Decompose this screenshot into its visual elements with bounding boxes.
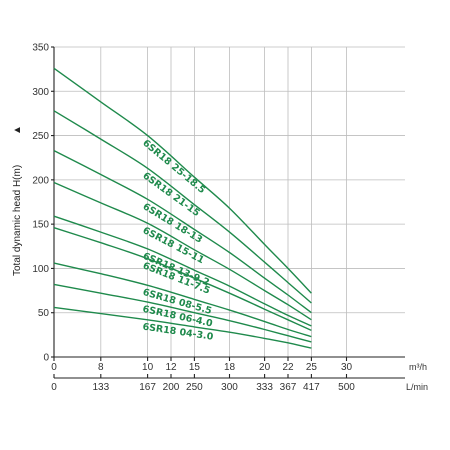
x-tick-label-lmin: 300: [221, 382, 238, 393]
x-tick-label-lmin: 417: [303, 382, 320, 393]
axis-layer: [51, 46, 405, 379]
y-tick-label: 50: [38, 308, 50, 319]
y-tick-label: 300: [32, 87, 49, 98]
grid-layer: [53, 46, 405, 358]
performance-curve: [53, 283, 312, 343]
x-tick-label-lmin: 0: [51, 382, 57, 393]
x-tick-label-m3h: 20: [259, 362, 271, 373]
y-tick-label: 250: [32, 131, 49, 142]
x-tick-label-m3h: 8: [98, 362, 104, 373]
x-tick-label-lmin: 200: [163, 382, 180, 393]
x-tick-label-m3h: 12: [165, 362, 177, 373]
x-tick-label-lmin: 367: [280, 382, 297, 393]
x-tick-label-m3h: 0: [51, 362, 57, 373]
performance-curve: [53, 110, 312, 304]
x-unit-secondary: L/min: [406, 382, 428, 392]
y-tick-label: 150: [32, 220, 49, 231]
x-tick-label-m3h: 22: [282, 362, 294, 373]
y-tick-label: 100: [32, 264, 49, 275]
curve-label: 6SR18 25-18.5: [140, 138, 207, 196]
performance-curve: [53, 306, 312, 349]
x-tick-label-m3h: 15: [189, 362, 201, 373]
performance-curve: [53, 149, 312, 314]
performance-curve: [53, 227, 312, 332]
y-tick-label: 200: [32, 175, 49, 186]
y-tick-label: 0: [43, 353, 49, 364]
x-unit-primary: m³/h: [409, 362, 427, 372]
performance-curve: [53, 262, 312, 338]
x-tick-label-m3h: 10: [142, 362, 154, 373]
x-tick-label-lmin: 133: [92, 382, 109, 393]
x-tick-label-lmin: 167: [139, 382, 156, 393]
x-tick-label-lmin: 500: [338, 382, 355, 393]
performance-curve: [53, 181, 312, 321]
x-tick-label-m3h: 30: [341, 362, 353, 373]
x-tick-label-lmin: 250: [186, 382, 203, 393]
y-axis-arrow: ▲: [12, 125, 23, 135]
performance-curve: [53, 215, 312, 327]
x-tick-label-m3h: 18: [224, 362, 236, 373]
curve-layer: [53, 67, 312, 349]
performance-curve: [53, 67, 312, 294]
x-tick-label-m3h: 25: [306, 362, 318, 373]
y-tick-label: 350: [32, 43, 49, 54]
y-axis-title: Total dynamic head H(m): [12, 165, 23, 276]
x-tick-label-lmin: 333: [256, 382, 273, 393]
